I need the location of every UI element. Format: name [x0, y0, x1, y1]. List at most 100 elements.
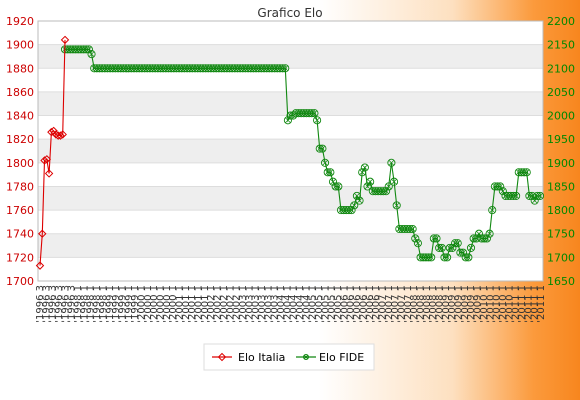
data-point — [291, 109, 300, 118]
x-tick-label: '1996 3 — [48, 285, 59, 323]
data-point — [222, 64, 231, 73]
data-point — [334, 182, 343, 191]
x-tick-label: '2001 1 — [194, 285, 205, 323]
data-point — [49, 126, 58, 136]
data-point-cross — [409, 226, 416, 232]
data-point — [196, 64, 205, 73]
x-tick-label: '1996 3 — [41, 285, 52, 323]
data-point-cross — [534, 193, 540, 199]
left-tick-label: 1920 — [6, 15, 34, 28]
x-tick-label: '2010 1 — [498, 285, 509, 323]
data-point — [294, 109, 303, 118]
data-point — [51, 130, 61, 139]
data-point — [53, 131, 63, 140]
x-tick-label: '2003 1 — [244, 285, 255, 323]
data-point — [265, 64, 274, 73]
x-tick-label: '2005 1 — [333, 285, 344, 323]
data-point — [42, 155, 52, 164]
left-tick-label: 1820 — [6, 133, 34, 146]
data-point — [177, 64, 186, 73]
grid-band — [38, 139, 543, 163]
data-point — [68, 45, 78, 54]
data-point — [400, 224, 409, 234]
data-point — [129, 64, 139, 73]
data-point — [493, 182, 502, 191]
series-elo-fide — [60, 45, 545, 262]
data-point-cross — [444, 254, 450, 261]
data-point — [225, 64, 234, 73]
x-tick-label: '2004 1 — [301, 285, 312, 323]
data-point-cross — [351, 202, 357, 209]
data-point-cross — [465, 254, 471, 261]
data-point — [58, 130, 67, 139]
data-point — [180, 64, 189, 73]
x-tick-label: '2002 1 — [219, 285, 230, 323]
data-point — [286, 111, 295, 120]
data-point-cross — [386, 183, 392, 190]
data-point — [443, 253, 452, 262]
data-point — [408, 224, 417, 234]
x-tick-label: '2010 1 — [504, 285, 515, 323]
data-point — [498, 187, 507, 196]
legend-label-elo-fide: Elo FIDE — [319, 351, 364, 364]
x-tick-label: '1999 1 — [130, 285, 141, 323]
left-axis-ticks: 1700 1720 1740 1760 1780 1800 1820 1840 1860 1880… — [6, 15, 34, 288]
data-point — [87, 50, 96, 59]
data-point — [124, 64, 133, 73]
data-point — [289, 111, 298, 120]
x-tick-label: '2009 1 — [460, 285, 471, 323]
legend-label-elo-italia: Elo Italia — [238, 351, 285, 364]
x-tick-label: '2004 1 — [282, 285, 293, 323]
chart-title: Grafico Elo — [257, 6, 322, 20]
data-point — [461, 253, 470, 262]
x-tick-label: '2005 1 — [327, 285, 338, 323]
data-point — [448, 243, 457, 252]
x-tick-label: '2005 1 — [314, 285, 325, 323]
data-point — [74, 45, 83, 54]
x-tick-label: '2003 1 — [257, 285, 268, 323]
data-point — [183, 64, 192, 73]
data-point — [278, 64, 287, 73]
data-point — [488, 206, 497, 215]
x-tick-label: '1998 1 — [79, 285, 90, 323]
data-point — [257, 64, 266, 73]
data-point — [148, 64, 157, 73]
data-point-cross — [537, 193, 543, 199]
data-point — [108, 64, 117, 73]
data-point — [188, 64, 197, 73]
data-point-cross — [356, 197, 363, 204]
x-tick-label: '1996 3 — [35, 285, 46, 323]
data-point — [249, 64, 258, 73]
x-tick-label: '2003 1 — [263, 285, 274, 323]
data-point — [161, 64, 170, 73]
data-point — [159, 64, 168, 73]
data-point-cross — [335, 183, 341, 190]
left-tick-label: 1780 — [6, 180, 34, 193]
data-point-cross — [83, 46, 89, 53]
data-point — [275, 64, 284, 73]
data-point — [435, 243, 444, 252]
data-point-cross — [433, 235, 440, 242]
data-point — [35, 261, 45, 270]
right-tick-label: 1800 — [547, 204, 575, 217]
data-point — [169, 64, 178, 73]
data-point — [512, 191, 521, 200]
legend-item-elo-fide: Elo FIDE — [296, 351, 364, 364]
x-tick-label: '2007 1 — [390, 285, 401, 323]
left-tick-label: 1900 — [6, 39, 34, 52]
x-tick-label: '1998 1 — [98, 285, 109, 323]
data-point-cross — [524, 169, 530, 175]
x-tick-label: '2008 1 — [422, 285, 433, 323]
data-point — [143, 64, 152, 73]
data-point — [405, 224, 415, 234]
data-point — [79, 45, 88, 54]
x-tick-label: '2004 1 — [295, 285, 306, 323]
data-point — [429, 234, 438, 243]
x-tick-label: '2004 1 — [289, 285, 300, 323]
data-point — [382, 187, 391, 196]
legend-box — [203, 343, 375, 371]
data-point — [474, 229, 484, 238]
data-point-cross — [391, 179, 397, 185]
data-point — [71, 45, 80, 54]
data-point — [525, 191, 534, 200]
